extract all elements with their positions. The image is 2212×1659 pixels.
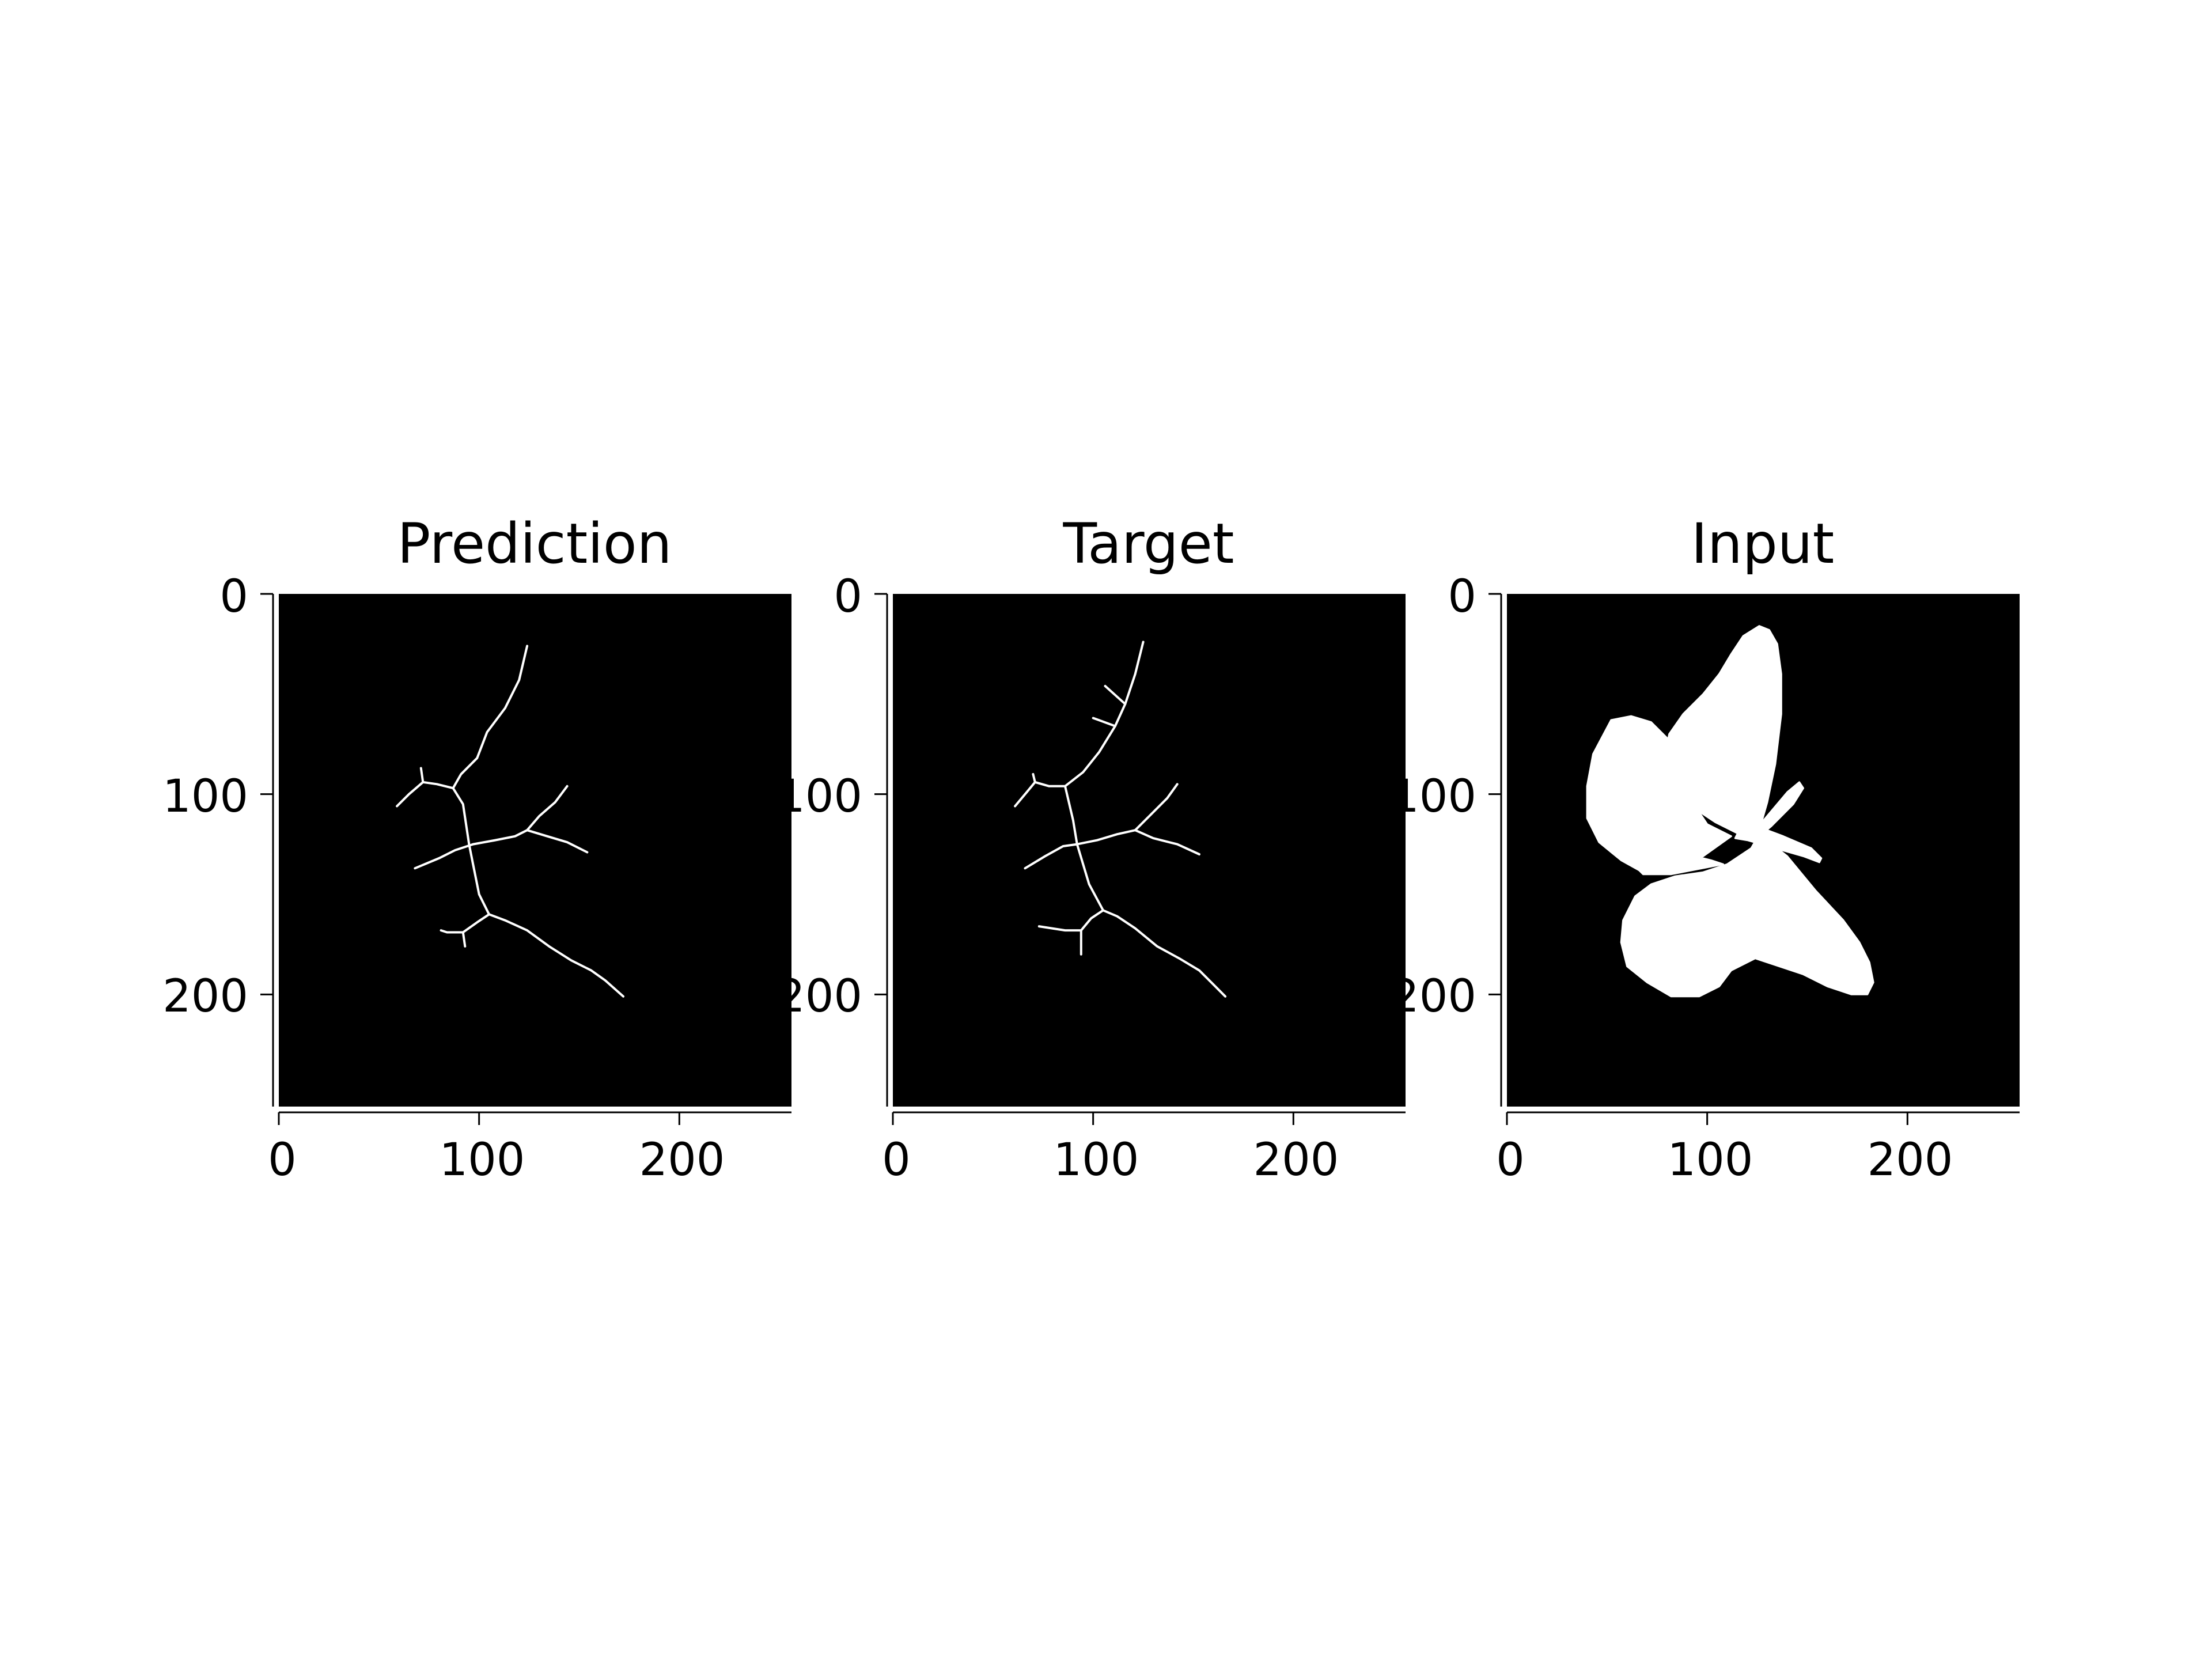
skeleton-branch <box>1032 772 1036 783</box>
y-tick-label: 0 <box>1448 571 1476 623</box>
skeleton-branch <box>414 829 529 870</box>
x-tick-label: 200 <box>639 1134 725 1186</box>
skeleton-branch <box>526 829 589 854</box>
skeleton-branch <box>1024 829 1137 870</box>
y-tick-label: 200 <box>1391 971 1476 1022</box>
skeleton-branch <box>1064 641 1145 912</box>
x-tick-label: 0 <box>1496 1134 1525 1186</box>
y-tick-label: 0 <box>219 571 248 623</box>
panel-title: Prediction <box>397 512 672 576</box>
skeleton-branch <box>419 767 425 783</box>
image-background <box>279 594 791 1107</box>
butterfly-region <box>1754 781 1804 838</box>
x-tick-label: 100 <box>1054 1134 1139 1186</box>
x-tick-label: 0 <box>268 1134 297 1186</box>
panel-target: Target 0 100 200 0 100 200 <box>777 512 1406 1186</box>
y-tick-label: 100 <box>777 771 862 823</box>
x-tick-label: 100 <box>1668 1134 1753 1186</box>
y-tick-label: 0 <box>834 571 862 623</box>
image-axes <box>260 593 791 1125</box>
panel-prediction: Prediction 0 100 200 0 100 200 <box>162 512 791 1186</box>
butterfly-region <box>1662 625 1782 835</box>
skeleton-branch <box>1134 783 1179 832</box>
y-tick-label: 200 <box>162 971 248 1022</box>
skeleton-branch <box>452 645 529 916</box>
image-background <box>893 594 1406 1107</box>
butterfly-region <box>1586 715 1732 872</box>
skeleton-branch <box>1092 717 1116 728</box>
y-tick-label: 200 <box>777 971 862 1022</box>
x-tick-label: 200 <box>1253 1134 1339 1186</box>
panel-input: Input 0 100 200 0 100 200 <box>1391 512 2020 1186</box>
butterfly-region <box>1630 853 1724 876</box>
x-tick-label: 0 <box>882 1134 911 1186</box>
image-axes <box>1488 593 2020 1125</box>
panel-title: Target <box>1063 512 1234 576</box>
skeleton-branch <box>1102 909 1227 998</box>
skeleton-branch <box>1104 684 1127 706</box>
y-tick-label: 100 <box>1391 771 1476 823</box>
image-axes <box>874 593 1406 1125</box>
x-tick-label: 200 <box>1868 1134 1953 1186</box>
skeleton-branch <box>1134 829 1200 855</box>
skeleton-branch <box>488 913 624 998</box>
butterfly-region <box>1620 833 1874 998</box>
x-tick-label: 100 <box>440 1134 525 1186</box>
panel-title: Input <box>1691 512 1835 576</box>
y-tick-label: 100 <box>162 771 248 823</box>
skeleton-branch <box>526 785 569 832</box>
skeleton-branch <box>461 931 467 948</box>
